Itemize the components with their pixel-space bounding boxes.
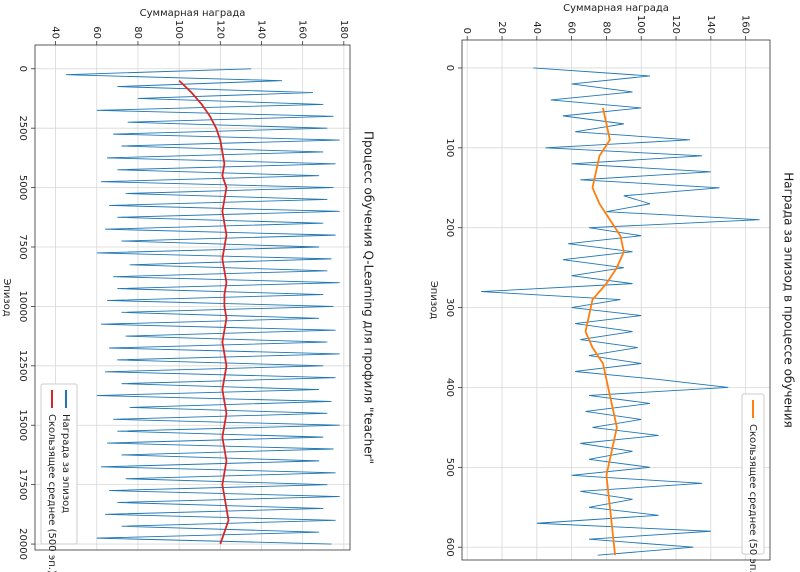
x-tick-label: 200	[444, 218, 455, 237]
x-tick-label: 400	[444, 378, 455, 397]
y-tick-label: 60	[91, 26, 102, 39]
y-tick-label: 40	[50, 26, 61, 39]
y-tick-label: 0	[461, 28, 472, 34]
x-tick-label: 100	[444, 138, 455, 157]
x-tick-label: 15000	[17, 409, 28, 441]
data-line	[481, 67, 760, 556]
x-tick-label: 2500	[17, 115, 28, 140]
legend-box	[40, 383, 78, 545]
y-tick-label: 160	[297, 20, 308, 39]
chart-title: Процесс обучения Q-Learning для профиля …	[362, 131, 376, 464]
y-tick-label: 140	[255, 20, 266, 39]
y-tick-label: 180	[338, 20, 349, 39]
y-tick-label: 40	[531, 21, 542, 34]
plot-frame	[461, 39, 771, 561]
data-line	[584, 107, 625, 556]
y-tick-label: 20	[496, 21, 507, 34]
data-line	[178, 79, 230, 545]
x-tick-label: 500	[444, 458, 455, 477]
x-tick-label: 20000	[17, 528, 28, 560]
x-axis-label: Эпизод	[1, 278, 12, 316]
x-axis-label: Эпизод	[428, 281, 439, 319]
chart: 0 2500 5000 7500 10000 12500 15000 17500 20000 40…	[1, 8, 376, 572]
legend-box	[741, 393, 765, 555]
chart: 0 100 200 300 400 500 600 0 20 40 60 80 100 120 140 160…	[428, 3, 796, 572]
legend-label: Награда за эпизод	[60, 414, 71, 513]
y-axis-label: Суммарная награда	[563, 3, 669, 14]
y-tick-label: 60	[566, 21, 577, 34]
x-tick-label: 5000	[17, 175, 28, 200]
y-tick-label: 140	[705, 15, 716, 34]
x-tick-label: 600	[444, 538, 455, 557]
x-tick-label: 12500	[17, 350, 28, 382]
legend-label: Скользящее среднее (500 эп.)	[46, 414, 57, 572]
data-line	[65, 68, 340, 545]
x-tick-label: 0	[444, 65, 455, 71]
x-tick-label: 300	[444, 298, 455, 317]
y-axis-label: Суммарная награда	[140, 8, 246, 19]
y-tick-label: 160	[740, 15, 751, 34]
plot-frame	[34, 44, 351, 551]
x-tick-label: 17500	[17, 469, 28, 501]
x-tick-label: 7500	[17, 234, 28, 259]
legend-label: Скользящее среднее (50 эп.)	[747, 424, 758, 572]
y-tick-label: 80	[132, 26, 143, 39]
y-tick-label: 120	[214, 20, 225, 39]
y-tick-label: 100	[173, 20, 184, 39]
y-tick-label: 120	[670, 15, 681, 34]
y-tick-label: 100	[635, 15, 646, 34]
x-tick-label: 10000	[17, 291, 28, 323]
chart-title: Награда за эпизод в процессе обучения	[782, 172, 796, 428]
x-tick-label: 0	[17, 66, 28, 72]
y-tick-label: 80	[600, 21, 611, 34]
